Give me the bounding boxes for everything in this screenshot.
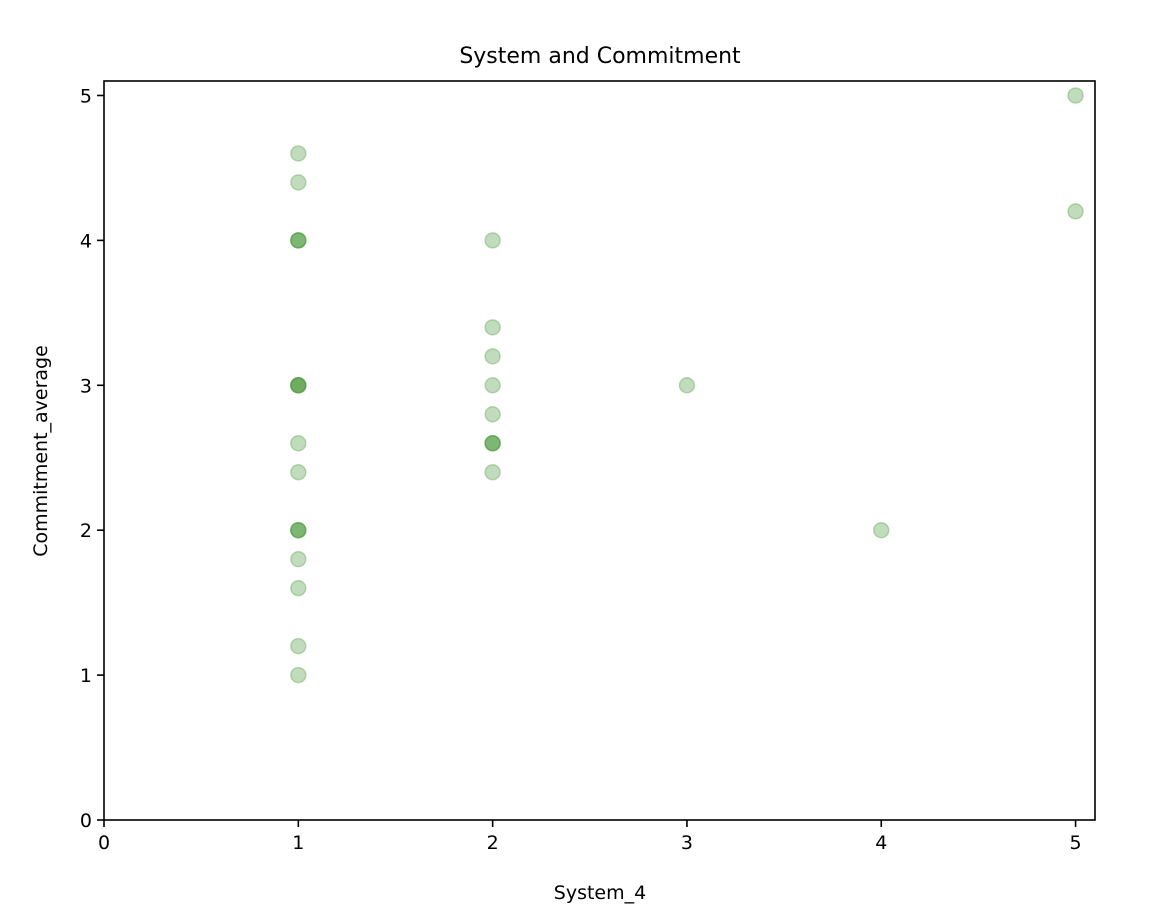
y-tick-label: 4 bbox=[80, 230, 92, 252]
data-point bbox=[484, 319, 501, 336]
y-tick-label: 2 bbox=[80, 520, 92, 542]
data-point bbox=[484, 435, 501, 452]
data-point bbox=[290, 463, 307, 481]
y-axis-label: Commitment_average bbox=[30, 345, 52, 557]
data-point bbox=[290, 579, 307, 597]
data-point bbox=[290, 550, 307, 568]
data-point bbox=[290, 521, 307, 539]
chart-title: System and Commitment bbox=[459, 44, 741, 69]
data-point bbox=[484, 406, 501, 423]
data-point bbox=[290, 435, 307, 452]
y-axis-ticks: 0 1 2 3 4 5 bbox=[80, 85, 104, 832]
data-point bbox=[290, 521, 307, 539]
data-point bbox=[290, 232, 307, 249]
y-tick-label: 0 bbox=[80, 810, 92, 832]
data-point bbox=[290, 377, 307, 394]
data-points bbox=[290, 87, 1084, 684]
data-point bbox=[290, 174, 307, 191]
data-point bbox=[290, 377, 307, 394]
x-tick-label: 5 bbox=[1070, 832, 1082, 854]
data-point bbox=[484, 348, 501, 365]
y-tick-label: 5 bbox=[80, 85, 92, 107]
plot-area-frame bbox=[103, 80, 1096, 821]
data-point bbox=[290, 521, 307, 539]
data-point bbox=[290, 145, 307, 162]
data-point bbox=[873, 521, 890, 539]
data-point bbox=[290, 377, 307, 394]
data-point bbox=[290, 232, 307, 249]
y-tick-label: 1 bbox=[80, 665, 92, 687]
data-point bbox=[290, 637, 307, 655]
x-tick-label: 2 bbox=[487, 832, 499, 854]
data-point bbox=[290, 666, 307, 684]
data-point bbox=[678, 377, 696, 394]
data-point bbox=[1067, 87, 1084, 104]
data-point bbox=[484, 435, 501, 452]
x-tick-label: 3 bbox=[681, 832, 693, 854]
data-point bbox=[484, 463, 501, 481]
data-point bbox=[1067, 203, 1084, 220]
x-axis-label: System_4 bbox=[554, 882, 646, 904]
x-tick-label: 0 bbox=[98, 832, 110, 854]
x-tick-label: 4 bbox=[875, 832, 887, 854]
data-point bbox=[484, 377, 501, 394]
data-point bbox=[484, 232, 501, 249]
data-point bbox=[290, 232, 307, 249]
y-tick-label: 3 bbox=[80, 375, 92, 397]
x-tick-label: 1 bbox=[292, 832, 304, 854]
data-point bbox=[484, 435, 501, 452]
x-axis-ticks: 0 1 2 3 4 5 bbox=[98, 820, 1082, 854]
data-point bbox=[290, 377, 307, 394]
